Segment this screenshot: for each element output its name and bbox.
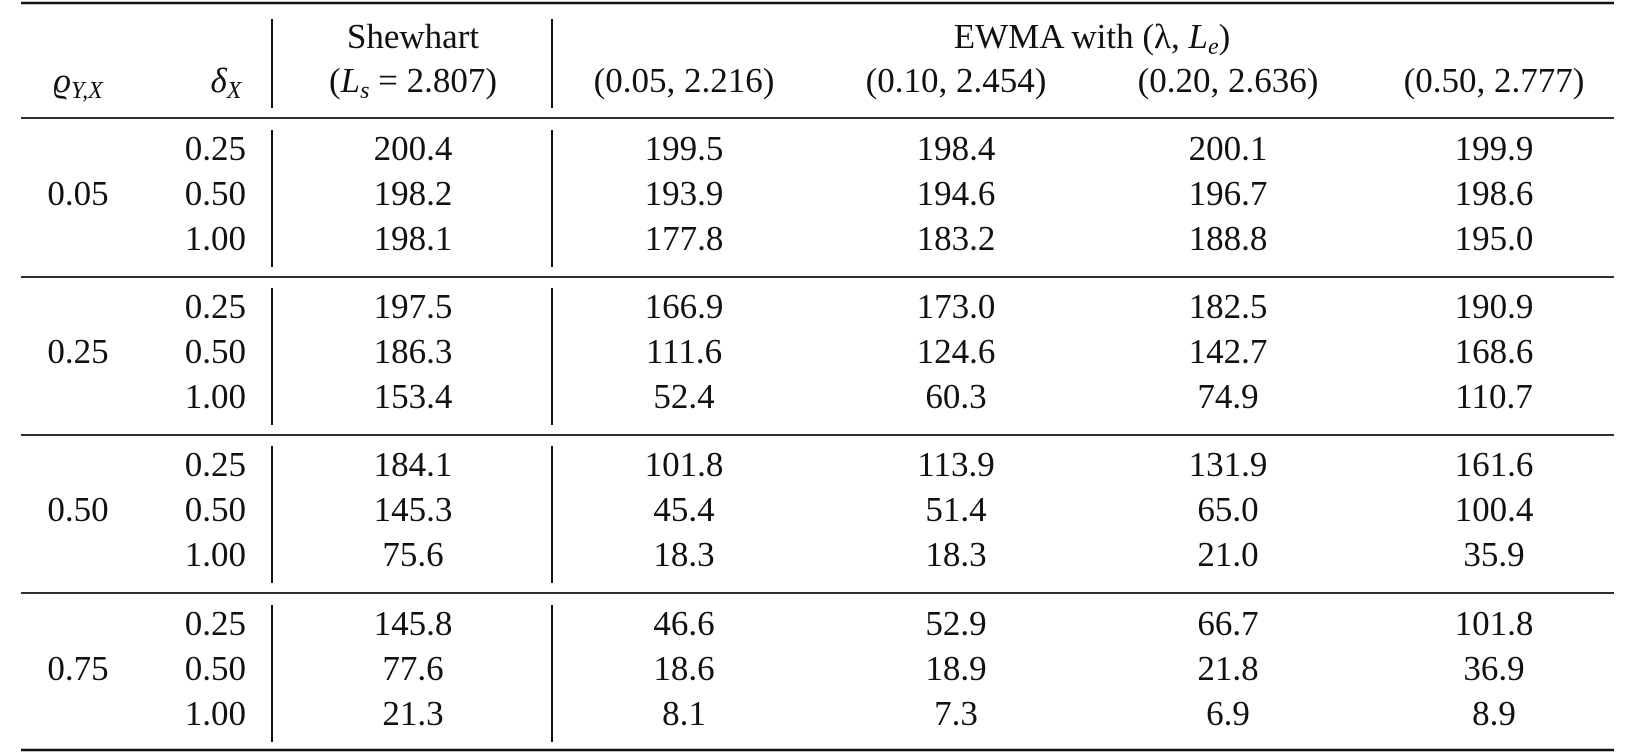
text-part: EWMA with (λ,	[954, 17, 1189, 56]
ewma-value: 35.9	[1463, 535, 1524, 574]
ewma-value: 18.6	[653, 649, 714, 688]
rho-value: 0.50	[47, 490, 108, 529]
shewhart-value: 145.3	[374, 490, 453, 529]
shewhart-value: 75.6	[382, 535, 443, 574]
header-rho: ϱY,X	[53, 61, 104, 103]
ewma-value: 190.9	[1455, 287, 1534, 326]
ewma-value: 7.3	[934, 694, 978, 733]
ewma-value: 198.4	[917, 129, 996, 168]
ewma-value: 74.9	[1197, 377, 1258, 416]
header-ewma: EWMA with (λ, Le)	[954, 17, 1231, 59]
ewma-value: 182.5	[1189, 287, 1268, 326]
delta-value: 0.50	[185, 174, 246, 213]
ewma-value: 60.3	[925, 377, 986, 416]
ewma-value: 173.0	[917, 287, 996, 326]
ewma-value: 52.9	[925, 604, 986, 643]
ewma-value: 66.7	[1197, 604, 1258, 643]
shewhart-value: 184.1	[374, 445, 453, 484]
ewma-value: 6.9	[1206, 694, 1250, 733]
shewhart-value: 153.4	[374, 377, 453, 416]
rho-value: 0.05	[47, 174, 108, 213]
header-shewhart-param: (Ls = 2.807)	[329, 61, 497, 103]
ewma-value: 46.6	[653, 604, 714, 643]
ewma-value: 161.6	[1455, 445, 1534, 484]
delta-value: 0.50	[185, 649, 246, 688]
rho-value: 0.75	[47, 649, 108, 688]
rho-value: 0.25	[47, 332, 108, 371]
ewma-value: 193.9	[645, 174, 724, 213]
ewma-value: 131.9	[1189, 445, 1268, 484]
ewma-value: 101.8	[1455, 604, 1534, 643]
ewma-value: 18.9	[925, 649, 986, 688]
text-part: (	[329, 61, 341, 100]
shewhart-value: 200.4	[374, 129, 453, 168]
ewma-value: 188.8	[1189, 219, 1268, 258]
text-part: L	[1187, 17, 1207, 56]
ewma-value: 8.1	[662, 694, 706, 733]
shewhart-value: 186.3	[374, 332, 453, 371]
text-part: Y,X	[71, 78, 104, 104]
shewhart-value: 145.8	[374, 604, 453, 643]
delta-value: 1.00	[185, 219, 246, 258]
ewma-value: 111.6	[646, 332, 722, 371]
header-shewhart: Shewhart	[347, 17, 479, 56]
ewma-value: 195.0	[1455, 219, 1534, 258]
shewhart-value: 197.5	[374, 287, 453, 326]
delta-value: 0.50	[185, 332, 246, 371]
ewma-value: 168.6	[1455, 332, 1534, 371]
header-ewma-column: (0.50, 2.777)	[1404, 61, 1585, 100]
text-part: ϱ	[53, 61, 71, 100]
delta-value: 0.25	[185, 445, 246, 484]
ewma-value: 100.4	[1455, 490, 1534, 529]
ewma-value: 21.0	[1197, 535, 1258, 574]
shewhart-value: 21.3	[382, 694, 443, 733]
ewma-value: 113.9	[917, 445, 994, 484]
ewma-value: 124.6	[917, 332, 996, 371]
delta-value: 0.25	[185, 129, 246, 168]
ewma-value: 36.9	[1463, 649, 1524, 688]
text-part: s	[360, 78, 369, 104]
ewma-value: 51.4	[925, 490, 986, 529]
delta-value: 1.00	[185, 377, 246, 416]
text-part: )	[1219, 17, 1231, 56]
ewma-value: 110.7	[1455, 377, 1532, 416]
ewma-value: 166.9	[645, 287, 724, 326]
text-part: e	[1208, 34, 1219, 60]
shewhart-value: 198.1	[374, 219, 453, 258]
ewma-value: 198.6	[1455, 174, 1534, 213]
delta-value: 0.25	[185, 287, 246, 326]
ewma-value: 200.1	[1189, 129, 1268, 168]
ewma-value: 199.9	[1455, 129, 1534, 168]
ewma-value: 45.4	[653, 490, 714, 529]
ewma-value: 196.7	[1189, 174, 1268, 213]
ewma-value: 142.7	[1189, 332, 1268, 371]
delta-value: 0.50	[185, 490, 246, 529]
text-part: δ	[211, 61, 228, 100]
ewma-value: 65.0	[1197, 490, 1258, 529]
ewma-value: 8.9	[1472, 694, 1516, 733]
delta-value: 1.00	[185, 535, 246, 574]
ewma-value: 18.3	[653, 535, 714, 574]
ewma-value: 183.2	[917, 219, 996, 258]
ewma-value: 18.3	[925, 535, 986, 574]
ewma-value: 199.5	[645, 129, 724, 168]
delta-value: 1.00	[185, 694, 246, 733]
text-part: = 2.807)	[369, 61, 497, 100]
text-part: L	[340, 61, 360, 100]
header-ewma-column: (0.10, 2.454)	[866, 61, 1047, 100]
ewma-value: 52.4	[653, 377, 714, 416]
ewma-value: 101.8	[645, 445, 724, 484]
ewma-value: 194.6	[917, 174, 996, 213]
shewhart-value: 198.2	[374, 174, 453, 213]
header-ewma-column: (0.05, 2.216)	[594, 61, 775, 100]
ewma-value: 21.8	[1197, 649, 1258, 688]
ewma-value: 177.8	[645, 219, 724, 258]
header-ewma-column: (0.20, 2.636)	[1138, 61, 1319, 100]
header-delta: δX	[211, 61, 243, 103]
text-part: X	[226, 78, 243, 104]
delta-value: 0.25	[185, 604, 246, 643]
shewhart-value: 77.6	[382, 649, 443, 688]
